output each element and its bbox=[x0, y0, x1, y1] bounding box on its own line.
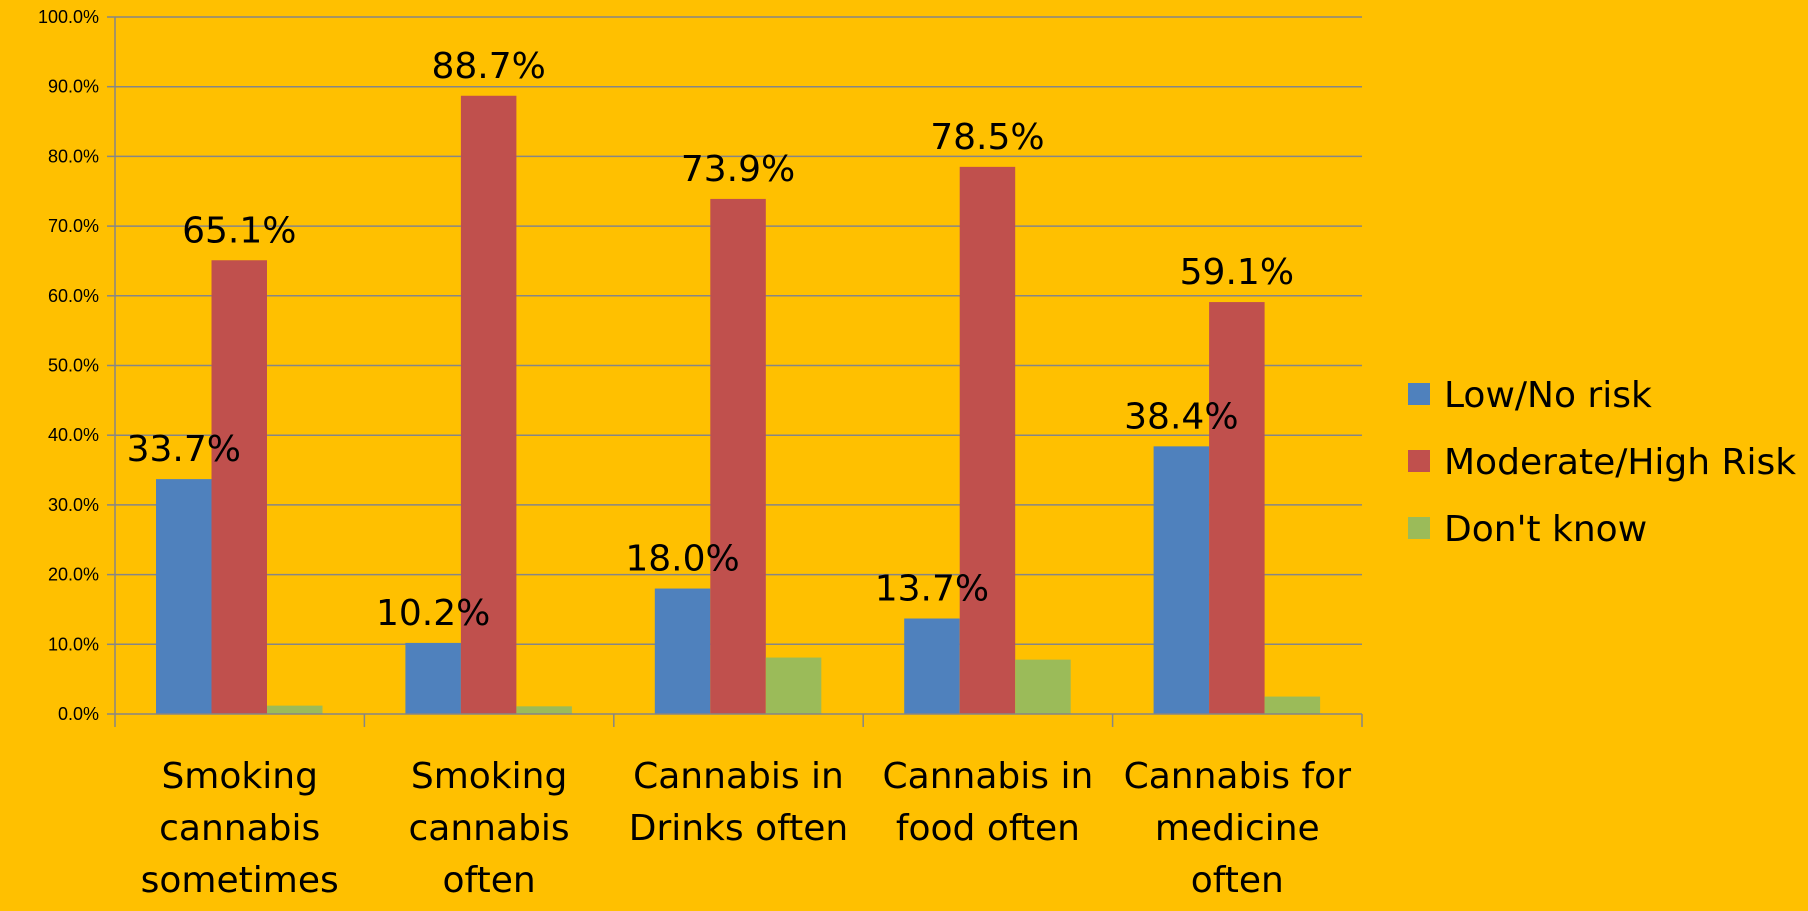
category-label: medicine bbox=[1155, 808, 1320, 849]
legend-label: Low/No risk bbox=[1444, 375, 1652, 416]
data-label: 88.7% bbox=[431, 46, 545, 87]
y-tick-label: 30.0% bbox=[48, 495, 99, 515]
y-tick-label: 80.0% bbox=[48, 146, 99, 166]
category-label: Cannabis for bbox=[1124, 756, 1352, 797]
bar bbox=[765, 657, 822, 714]
bar bbox=[959, 166, 1016, 715]
bar bbox=[156, 479, 212, 714]
data-labels: 33.7% 10.2% 18.0% 13.7% 38.4% 65.1% 88.7% 73.9%… bbox=[127, 46, 1294, 634]
bar bbox=[1209, 302, 1265, 714]
category-label: Drinks often bbox=[629, 808, 849, 849]
legend-swatch bbox=[1408, 383, 1430, 405]
category-label: Smoking bbox=[411, 756, 567, 797]
data-label: 78.5% bbox=[930, 117, 1044, 158]
category-label: often bbox=[443, 860, 536, 901]
category-label: Smoking bbox=[161, 756, 317, 797]
data-label: 73.9% bbox=[681, 149, 795, 190]
bar bbox=[710, 198, 766, 715]
category-label: Cannabis in bbox=[633, 756, 844, 797]
category-label: Cannabis in bbox=[883, 756, 1094, 797]
bar bbox=[405, 642, 461, 714]
bar bbox=[211, 260, 267, 714]
y-tick-label: 70.0% bbox=[48, 216, 99, 236]
bar bbox=[904, 618, 960, 714]
bar bbox=[1153, 446, 1210, 714]
y-tick-label: 0.0% bbox=[58, 704, 99, 724]
category-label: food often bbox=[896, 808, 1080, 849]
data-label: 33.7% bbox=[127, 429, 241, 470]
bar bbox=[460, 95, 517, 715]
bars bbox=[156, 95, 1321, 715]
bar bbox=[1264, 696, 1321, 714]
y-axis-tick-labels: 0.0% 10.0% 20.0% 30.0% 40.0% 50.0% 60.0% 70.0% 8… bbox=[38, 7, 99, 724]
bar bbox=[267, 705, 323, 714]
legend-swatch bbox=[1408, 517, 1430, 539]
category-label: cannabis bbox=[409, 808, 570, 849]
legend: Low/No risk Moderate/High Risk Don't know bbox=[1408, 375, 1796, 550]
legend-swatch bbox=[1408, 450, 1430, 472]
legend-label: Don't know bbox=[1444, 509, 1647, 550]
y-tick-label: 10.0% bbox=[48, 634, 99, 654]
y-tick-label: 60.0% bbox=[48, 286, 99, 306]
y-tick-label: 40.0% bbox=[48, 425, 99, 445]
data-label: 13.7% bbox=[875, 569, 989, 610]
data-label: 10.2% bbox=[376, 593, 490, 634]
y-tick-label: 50.0% bbox=[48, 356, 99, 376]
data-label: 59.1% bbox=[1180, 252, 1294, 293]
y-tick-label: 90.0% bbox=[48, 77, 99, 97]
y-tick-label: 100.0% bbox=[38, 7, 99, 27]
category-label: cannabis bbox=[159, 808, 320, 849]
legend-label: Moderate/High Risk bbox=[1444, 442, 1796, 483]
bar bbox=[516, 706, 572, 714]
bar bbox=[654, 588, 711, 714]
data-label: 18.0% bbox=[625, 539, 739, 580]
data-label: 38.4% bbox=[1124, 396, 1238, 437]
bar bbox=[1015, 659, 1071, 714]
category-label: sometimes bbox=[141, 860, 339, 901]
category-label: often bbox=[1191, 860, 1284, 901]
x-axis-category-labels: Smoking cannabis sometimes Smoking cannabis o… bbox=[141, 756, 1352, 901]
axes bbox=[107, 16, 1363, 727]
y-tick-label: 20.0% bbox=[48, 565, 99, 585]
data-label: 65.1% bbox=[182, 210, 296, 251]
